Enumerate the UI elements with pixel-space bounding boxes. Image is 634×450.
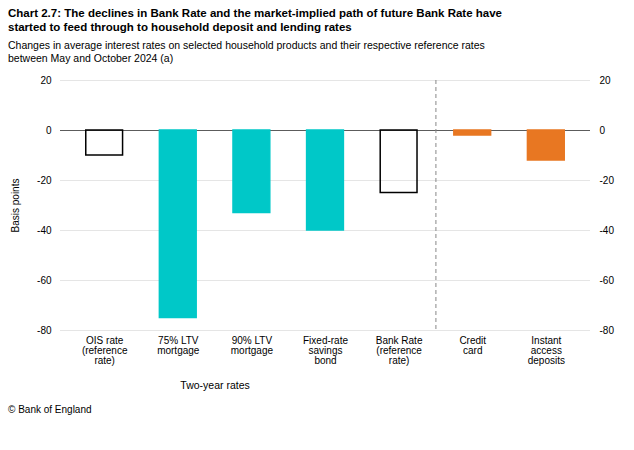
svg-text:-40: -40 — [600, 225, 615, 236]
svg-text:Bank Rate(referencerate): Bank Rate(referencerate) — [376, 335, 423, 366]
svg-text:-80: -80 — [37, 325, 52, 336]
svg-text:90% LTVmortgage: 90% LTVmortgage — [231, 335, 274, 356]
svg-text:OIS rate(referencerate): OIS rate(referencerate) — [82, 335, 128, 366]
svg-text:Instantaccessdeposits: Instantaccessdeposits — [528, 335, 565, 366]
svg-text:Creditcard: Creditcard — [459, 335, 486, 356]
svg-text:Two-year rates: Two-year rates — [180, 379, 249, 391]
html-text:Changes in average interest ra: Changes in average interest rates on sel… — [8, 38, 485, 65]
svg-text:20: 20 — [600, 75, 612, 86]
svg-text:-40: -40 — [37, 225, 52, 236]
svg-text:-60: -60 — [37, 275, 52, 286]
svg-text:-20: -20 — [37, 175, 52, 186]
svg-text:Fixed-ratesavingsbond: Fixed-ratesavingsbond — [303, 335, 348, 366]
svg-text:-60: -60 — [600, 275, 615, 286]
svg-text:0: 0 — [46, 125, 52, 136]
svg-text:20: 20 — [40, 75, 52, 86]
svg-text:0: 0 — [600, 125, 606, 136]
html-text:Chart 2.7: The declines in Ban: Chart 2.7: The declines in Bank Rate and… — [8, 7, 502, 34]
html-text:© Bank of England: © Bank of England — [8, 404, 92, 415]
svg-text:75% LTVmortgage: 75% LTVmortgage — [157, 335, 200, 356]
svg-text:-20: -20 — [600, 175, 615, 186]
svg-text:Basis points: Basis points — [10, 179, 21, 233]
svg-text:-80: -80 — [600, 325, 615, 336]
